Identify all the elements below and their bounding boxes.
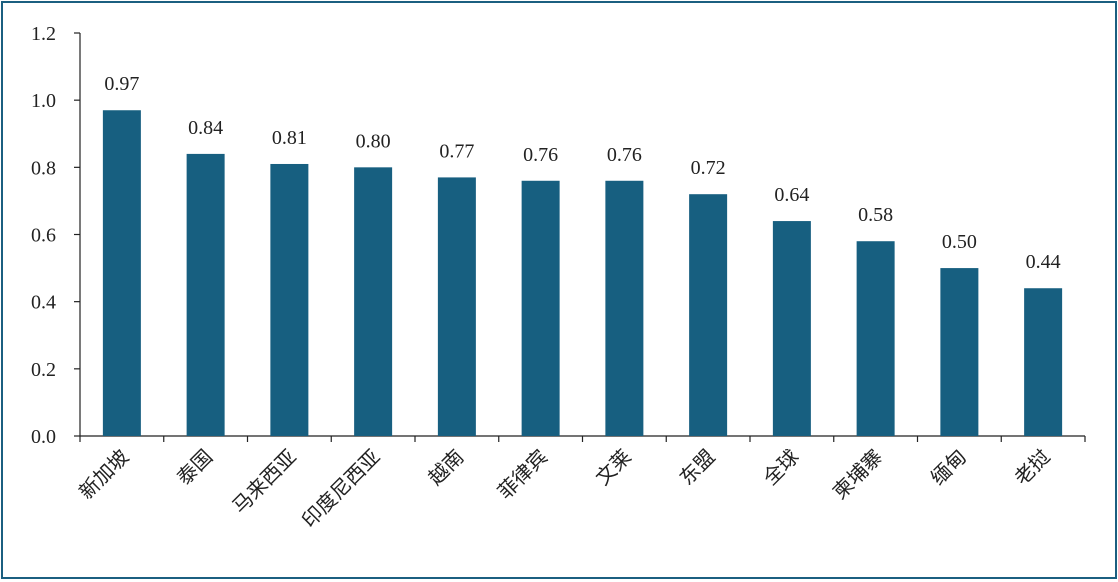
data-label: 0.76 <box>523 144 558 166</box>
data-label: 0.81 <box>272 127 307 149</box>
y-tick-label: 0.6 <box>31 225 56 247</box>
bar <box>270 163 309 436</box>
y-tick-label: 0.4 <box>31 292 56 314</box>
data-label: 0.80 <box>356 130 391 152</box>
data-label: 0.64 <box>774 184 809 206</box>
y-tick-label: 1.2 <box>31 23 56 45</box>
y-tick-label: 0.8 <box>31 157 56 179</box>
bar <box>689 194 728 436</box>
y-tick-label: 0.2 <box>31 359 56 381</box>
data-label: 0.50 <box>942 231 977 253</box>
data-label: 0.84 <box>188 117 223 139</box>
bar <box>521 180 560 436</box>
data-label: 0.77 <box>439 140 474 162</box>
x-category-label: 印度尼西亚 <box>297 445 385 533</box>
data-label: 0.58 <box>858 204 893 226</box>
x-category-label: 菲律宾 <box>493 445 552 504</box>
x-category-label: 泰国 <box>172 445 217 490</box>
x-category-label: 柬埔寨 <box>828 445 887 504</box>
bar <box>354 167 393 437</box>
y-tick-label: 0.0 <box>31 426 56 448</box>
bar <box>605 180 644 436</box>
data-label: 0.97 <box>104 73 139 95</box>
bar <box>437 177 476 437</box>
data-labels: 0.97 0.84 0.81 0.80 0.77 0.76 0.76 0.72 0.64 0.58… <box>104 73 1060 273</box>
bar <box>856 241 895 436</box>
y-axis: 0.0 0.2 0.4 0.6 0.8 1.0 1.2 <box>31 23 81 448</box>
x-category-label: 文莱 <box>591 445 636 490</box>
bar <box>1024 288 1063 436</box>
bar <box>772 221 811 436</box>
x-category-label: 新加坡 <box>74 445 133 504</box>
bars <box>102 110 1063 437</box>
x-category-label: 缅甸 <box>926 445 971 490</box>
x-category-label: 老挝 <box>1009 445 1054 490</box>
bar <box>186 153 225 436</box>
x-category-label: 东盟 <box>674 445 719 490</box>
y-tick-label: 1.0 <box>31 90 56 112</box>
data-label: 0.72 <box>691 157 726 179</box>
bar <box>102 110 141 436</box>
data-label: 0.76 <box>607 144 642 166</box>
x-axis <box>79 435 1086 442</box>
bar <box>940 268 979 436</box>
data-label: 0.44 <box>1026 251 1061 273</box>
x-category-label: 全球 <box>758 445 803 490</box>
x-category-label: 马来西亚 <box>227 445 301 519</box>
x-category-label: 越南 <box>423 445 468 490</box>
